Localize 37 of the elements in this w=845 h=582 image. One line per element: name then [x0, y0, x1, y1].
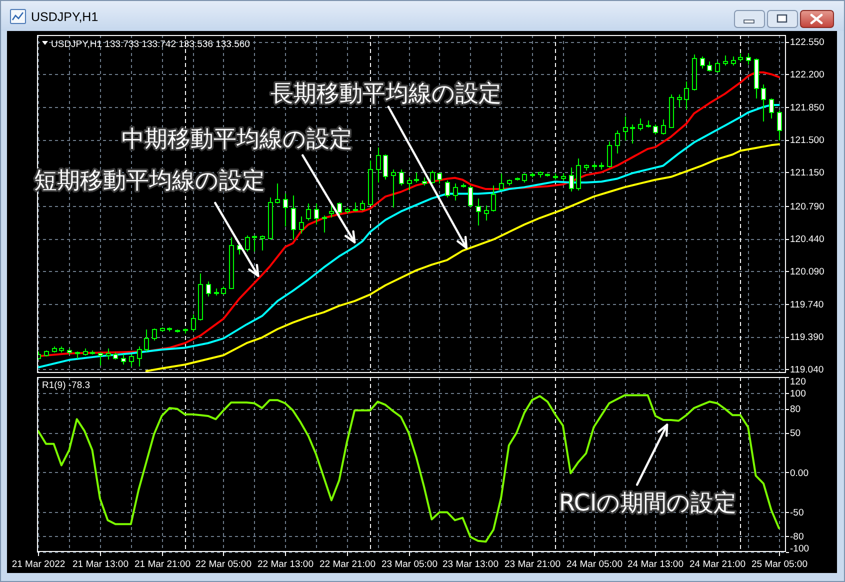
y-tick-label: 120.790 [790, 201, 824, 212]
x-tick-label: 21 Mar 13:00 [72, 559, 128, 570]
y-tick-label: 119.040 [790, 364, 824, 376]
y-tick-label: 120 [790, 376, 806, 388]
y-tick-label: 100 [790, 388, 806, 400]
x-tick-label: 25 Mar 05:00 [752, 559, 808, 570]
chart-title: USDJPY,H1 [31, 10, 98, 24]
x-tick-label: 21 Mar 21:00 [134, 559, 190, 570]
x-tick-label: 24 Mar 05:00 [566, 559, 622, 570]
x-tick-label: 22 Mar 13:00 [258, 559, 314, 570]
x-tick-label: 23 Mar 05:00 [382, 559, 438, 570]
x-tick-label: 23 Mar 21:00 [504, 559, 560, 570]
y-tick-label: 120.440 [790, 234, 824, 245]
y-tick-label: -80 [790, 531, 804, 542]
y-tick-label: 121.150 [790, 168, 824, 179]
y-tick-label: 122.200 [790, 70, 824, 81]
y-tick-label: 119.390 [790, 332, 824, 343]
annotation: RCIの期間の設定 [559, 490, 737, 517]
chart-title: R1(9) -78.3 [42, 380, 90, 391]
x-tick-label: 22 Mar 21:00 [320, 559, 376, 570]
chart-subtitle: USDJPY,H1 133.733 133.742 133.536 133.560 [51, 39, 250, 50]
y-tick-label: -100 [790, 543, 810, 554]
y-tick-label: -50 [790, 508, 804, 519]
y-tick-label: 0.00 [790, 468, 808, 479]
x-tick-label: 23 Mar 13:00 [442, 559, 498, 570]
x-tick-label: 22 Mar 05:00 [196, 559, 252, 570]
x-tick-label: 24 Mar 21:00 [690, 559, 746, 570]
x-tick-label: 21 Mar 2022 [12, 559, 66, 570]
y-tick-label: 80 [790, 404, 801, 416]
y-tick-label: 121.850 [790, 102, 824, 114]
y-tick-label: 50 [790, 428, 801, 440]
y-tick-label: 119.740 [790, 299, 824, 310]
x-tick-label: 24 Mar 13:00 [628, 559, 684, 570]
y-tick-label: 120.090 [790, 266, 824, 278]
y-tick-label: 122.550 [790, 36, 824, 48]
y-tick-label: 121.500 [790, 134, 824, 146]
annotation: 中期移動平均線の設定 [122, 126, 353, 152]
